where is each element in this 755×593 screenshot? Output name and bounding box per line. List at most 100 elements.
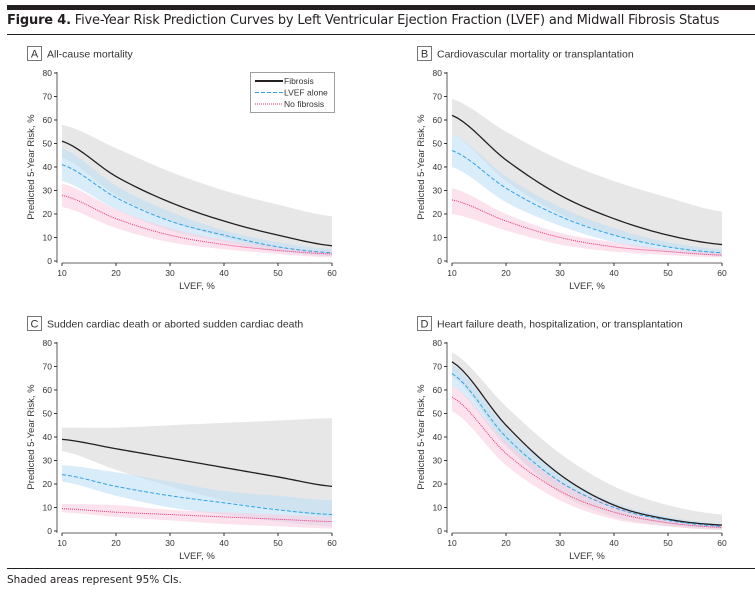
panel-a-chart: A All-cause mortality 0 10 20 30 40 50 60 70 80 10 2…	[26, 46, 337, 292]
ci-band-lvef-alone	[62, 148, 332, 257]
panel-title: All-cause mortality	[47, 49, 134, 61]
y-tick-label: 40	[43, 432, 53, 442]
footer-rule	[7, 568, 755, 569]
x-tick-label: 60	[327, 268, 337, 278]
series-line-lvef-alone	[451, 150, 723, 254]
y-tick-label: 20	[43, 479, 53, 489]
series-line-fibrosis	[61, 140, 333, 247]
x-axis-label: LVEF, %	[179, 551, 215, 562]
title-rule	[7, 34, 755, 35]
y-tick-label: 20	[433, 479, 443, 489]
x-tick-label: 30	[555, 538, 565, 548]
series-line-lvef-alone	[61, 474, 333, 516]
series-line-lvef-alone	[61, 164, 333, 254]
y-tick-label: 0	[47, 526, 52, 536]
ci-band-no-fibrosis	[452, 385, 722, 530]
y-tick-label: 40	[433, 432, 443, 442]
panel-d-chart: D Heart failure death, hospitalization, o…	[416, 316, 727, 562]
y-tick-label: 60	[433, 115, 443, 125]
top-rule	[7, 5, 755, 10]
figure-title-text: Five-Year Risk Prediction Curves by Left…	[74, 13, 720, 28]
panel-letter-box	[417, 316, 432, 331]
x-tick-label: 40	[609, 538, 619, 548]
y-tick-label: 20	[43, 209, 53, 219]
y-tick-label: 70	[43, 92, 53, 102]
x-tick-label: 60	[717, 268, 727, 278]
panel-title: Cardiovascular mortality or transplantat…	[437, 49, 634, 61]
figure-label: Figure 4.	[7, 13, 71, 28]
panel-c-chart: C Sudden cardiac death or aborted sudden …	[26, 316, 337, 562]
y-tick-label: 20	[433, 209, 443, 219]
legend-label-lvef-alone: LVEF alone	[284, 88, 328, 98]
panel-title: Sudden cardiac death or aborted sudden c…	[47, 319, 303, 331]
x-tick-label: 50	[273, 268, 283, 278]
x-axis-label: LVEF, %	[179, 281, 215, 292]
panel-title: Heart failure death, hospitalization, or…	[437, 319, 683, 331]
x-tick-label: 20	[111, 538, 121, 548]
series-line-fibrosis	[61, 438, 333, 487]
y-tick-label: 0	[437, 256, 442, 266]
ci-band-fibrosis	[62, 418, 332, 517]
x-tick-label: 50	[663, 268, 673, 278]
y-tick-label: 10	[433, 233, 443, 243]
x-tick-label: 50	[663, 538, 673, 548]
series-line-lvef-alone	[451, 373, 723, 527]
y-tick-label: 30	[433, 456, 443, 466]
x-tick-label: 20	[111, 268, 121, 278]
y-tick-label: 70	[433, 362, 443, 372]
ci-band-lvef-alone	[452, 134, 722, 257]
ci-band-fibrosis	[452, 98, 722, 257]
panel-letter: D	[421, 319, 429, 331]
x-tick-label: 10	[447, 268, 457, 278]
y-tick-label: 30	[43, 456, 53, 466]
ci-band-no-fibrosis	[452, 188, 722, 258]
y-tick-label: 0	[437, 526, 442, 536]
figure-title: Figure 4. Five-Year Risk Prediction Curv…	[7, 13, 719, 28]
y-tick-label: 40	[43, 162, 53, 172]
x-axis-label: LVEF, %	[569, 281, 605, 292]
x-tick-label: 10	[57, 538, 67, 548]
y-tick-label: 80	[43, 68, 53, 78]
panel-b-chart: B Cardiovascular mortality or transplanta…	[416, 46, 727, 292]
panel-letter-box	[27, 316, 42, 331]
ci-band-no-fibrosis	[62, 503, 332, 529]
x-tick-label: 20	[501, 268, 511, 278]
panel-letter-box	[27, 46, 42, 61]
y-axis-label: Predicted 5-Year Risk, %	[26, 384, 37, 490]
y-tick-label: 70	[433, 92, 443, 102]
y-axis-label: Predicted 5-Year Risk, %	[26, 114, 37, 220]
series-line-no-fibrosis	[451, 199, 723, 256]
y-tick-label: 80	[433, 338, 443, 348]
y-tick-label: 50	[43, 139, 53, 149]
y-tick-label: 30	[43, 186, 53, 196]
y-tick-label: 70	[43, 362, 53, 372]
y-tick-label: 50	[43, 409, 53, 419]
y-tick-label: 0	[47, 256, 52, 266]
panel-letter: C	[31, 319, 39, 331]
y-tick-label: 80	[433, 68, 443, 78]
y-tick-label: 40	[433, 162, 443, 172]
panel-letter: A	[31, 49, 39, 61]
y-tick-label: 60	[43, 385, 53, 395]
legend-label-fibrosis: Fibrosis	[284, 76, 314, 86]
x-tick-label: 50	[273, 538, 283, 548]
y-tick-label: 10	[433, 503, 443, 513]
y-tick-label: 60	[433, 385, 443, 395]
legend-label-no-fibrosis: No fibrosis	[284, 99, 324, 109]
x-tick-label: 30	[165, 538, 175, 548]
series-line-fibrosis	[451, 361, 723, 526]
ci-band-fibrosis	[62, 124, 332, 257]
y-tick-label: 60	[43, 115, 53, 125]
x-tick-label: 40	[219, 538, 229, 548]
x-axis-label: LVEF, %	[569, 551, 605, 562]
y-axis-label: Predicted 5-Year Risk, %	[416, 384, 427, 490]
x-tick-label: 30	[165, 268, 175, 278]
y-tick-label: 10	[43, 503, 53, 513]
x-tick-label: 60	[327, 538, 337, 548]
series-line-no-fibrosis	[451, 396, 723, 528]
panel-letter: B	[421, 49, 428, 61]
x-tick-label: 10	[447, 538, 457, 548]
x-tick-label: 40	[219, 268, 229, 278]
y-tick-label: 10	[43, 233, 53, 243]
x-tick-label: 10	[57, 268, 67, 278]
